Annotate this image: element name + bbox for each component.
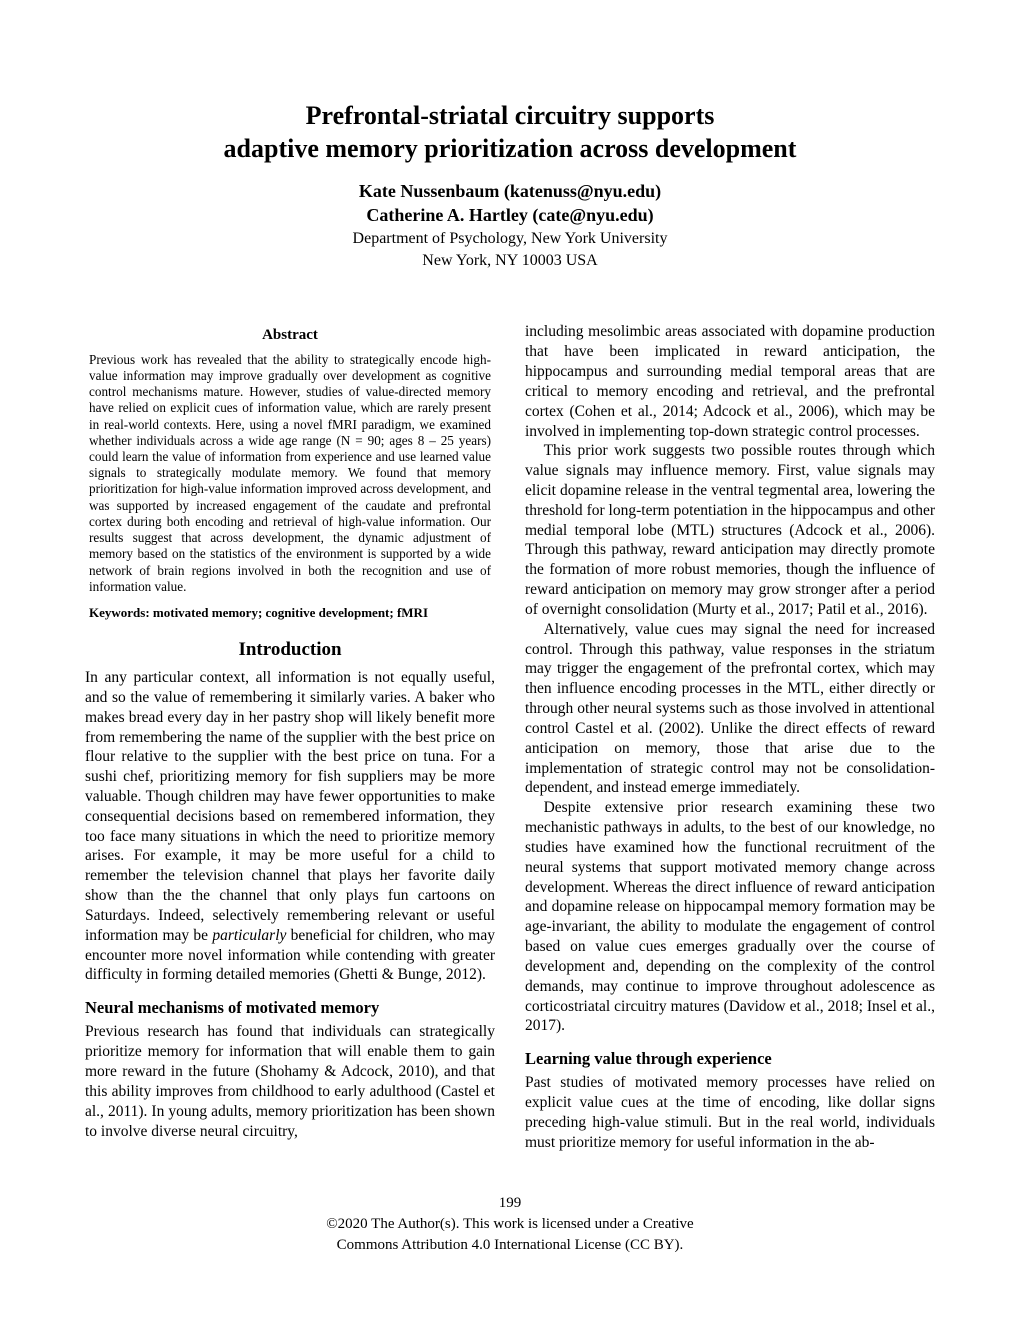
intro-paragraph-1: In any particular context, all informati… bbox=[85, 668, 495, 985]
sub2-paragraph-1: Past studies of motivated memory process… bbox=[525, 1073, 935, 1152]
author-2: Catherine A. Hartley (cate@nyu.edu) bbox=[85, 203, 935, 227]
abstract-heading: Abstract bbox=[85, 326, 495, 345]
introduction-heading: Introduction bbox=[85, 638, 495, 662]
title-line-2: adaptive memory prioritization across de… bbox=[224, 134, 797, 163]
page-number: 199 bbox=[85, 1193, 935, 1214]
affiliation-2: New York, NY 10003 USA bbox=[85, 250, 935, 272]
subsection-neural-mechanisms: Neural mechanisms of motivated memory bbox=[85, 997, 495, 1018]
affiliation-1: Department of Psychology, New York Unive… bbox=[85, 228, 935, 250]
title-line-1: Prefrontal-striatal circuitry supports bbox=[306, 101, 715, 130]
sub1-paragraph-1: Previous research has found that individ… bbox=[85, 1022, 495, 1141]
page-footer: 199 ©2020 The Author(s). This work is li… bbox=[85, 1193, 935, 1256]
abstract-body: Previous work has revealed that the abil… bbox=[89, 352, 491, 596]
right-column: including mesolimbic areas associated wi… bbox=[525, 322, 935, 1152]
col2-paragraph-2: This prior work suggests two possible ro… bbox=[525, 441, 935, 619]
paper-page: Prefrontal-striatal circuitry supports a… bbox=[0, 0, 1020, 1296]
left-column: Abstract Previous work has revealed that… bbox=[85, 322, 495, 1152]
col2-paragraph-3: Alternatively, value cues may signal the… bbox=[525, 620, 935, 798]
paper-title: Prefrontal-striatal circuitry supports a… bbox=[85, 100, 935, 165]
two-column-body: Abstract Previous work has revealed that… bbox=[85, 322, 935, 1152]
intro-p1-emphasis: particularly bbox=[212, 927, 286, 944]
copyright-line-1: ©2020 The Author(s). This work is licens… bbox=[85, 1214, 935, 1235]
authors-block: Kate Nussenbaum (katenuss@nyu.edu) Cathe… bbox=[85, 179, 935, 272]
keywords: Keywords: motivated memory; cognitive de… bbox=[89, 605, 491, 622]
copyright-line-2: Commons Attribution 4.0 International Li… bbox=[85, 1235, 935, 1256]
author-1: Kate Nussenbaum (katenuss@nyu.edu) bbox=[85, 179, 935, 203]
col2-paragraph-1: including mesolimbic areas associated wi… bbox=[525, 322, 935, 441]
col2-paragraph-4: Despite extensive prior research examini… bbox=[525, 798, 935, 1036]
intro-p1-part-a: In any particular context, all informati… bbox=[85, 669, 495, 944]
subsection-learning-value: Learning value through experience bbox=[525, 1048, 935, 1069]
